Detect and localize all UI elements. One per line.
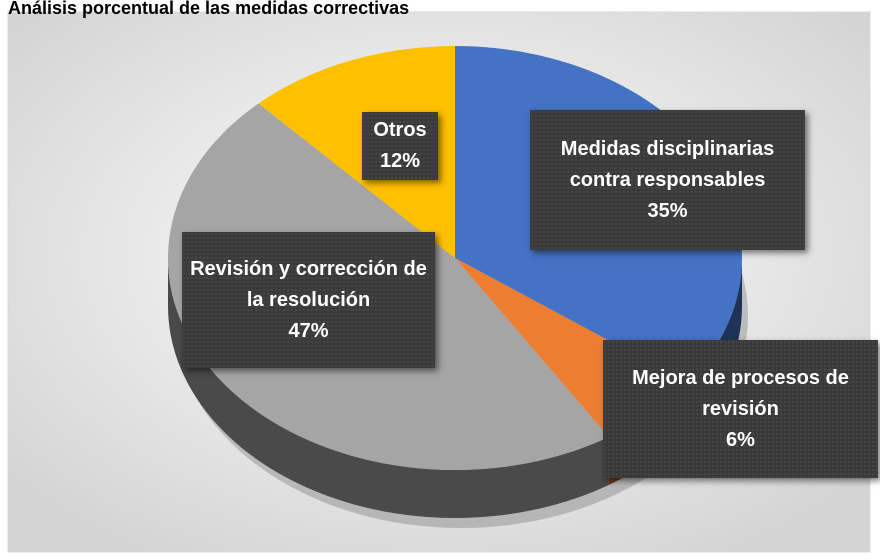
value-label: 12% [379,150,421,172]
data-label: Medidas disciplinarias contra responsabl… [530,110,805,250]
chart-title: Análisis porcentual de las medidas corre… [8,0,410,18]
value-label: 6% [726,428,755,451]
value-label: 35% [647,199,688,222]
category-label: Otros [373,119,427,141]
category-label: Revisión y corrección de la resolución [190,257,427,311]
data-label: Otros 12% [362,112,438,180]
data-label: Mejora de procesos de revisión 6% [603,340,878,478]
category-label: Mejora de procesos de revisión [632,366,849,420]
category-label: Medidas disciplinarias contra responsabl… [560,137,775,191]
slice-side [167,258,609,519]
value-label: 47% [288,319,329,342]
data-label: Revisión y corrección de la resolución 47… [182,232,435,368]
slice [258,46,455,258]
